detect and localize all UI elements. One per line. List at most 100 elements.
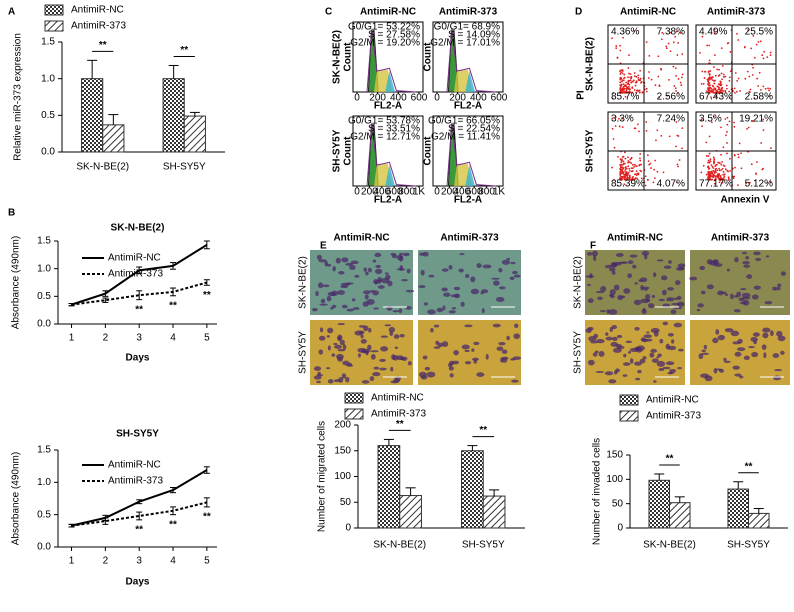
- cell: [697, 303, 704, 308]
- cell: [352, 307, 360, 310]
- cell: [322, 284, 330, 288]
- cell: [332, 266, 336, 272]
- event-dot: [623, 183, 626, 186]
- cell: [313, 375, 322, 380]
- event-dot: [628, 72, 630, 75]
- event-dot: [708, 159, 710, 162]
- event-dot: [718, 68, 720, 71]
- cell: [657, 353, 662, 357]
- chart-title: SK-N-BE(2): [111, 223, 165, 234]
- event-dot: [619, 163, 621, 166]
- cell: [513, 333, 521, 340]
- event-dot: [635, 91, 637, 94]
- event-dot: [628, 169, 631, 172]
- event-dot: [645, 87, 648, 90]
- event-dot: [620, 91, 623, 94]
- cell: [639, 358, 646, 364]
- cell: [362, 290, 371, 295]
- cell: [641, 250, 650, 256]
- cell: [627, 350, 632, 354]
- event-dot: [770, 147, 772, 150]
- cell: [699, 265, 706, 271]
- cell: [615, 252, 624, 257]
- cell: [623, 288, 631, 294]
- row-label: SH-SY5Y: [585, 129, 596, 172]
- cell: [354, 330, 363, 336]
- event-dot: [758, 71, 761, 74]
- event-dot: [640, 177, 643, 180]
- event-dot: [626, 91, 629, 94]
- x-tick-label: SK-N-BE(2): [643, 540, 696, 551]
- event-dot: [713, 82, 716, 85]
- event-dot: [737, 156, 740, 159]
- y-tick-label: 1.5: [41, 37, 55, 48]
- cell: [653, 380, 657, 383]
- event-dot: [633, 72, 636, 74]
- cell-cycle-stat: G0/G1= 53.22%: [348, 22, 420, 33]
- cell: [419, 252, 425, 256]
- cell: [733, 309, 741, 313]
- event-dot: [628, 115, 631, 117]
- significance-label: **: [745, 461, 753, 472]
- cell: [704, 375, 713, 382]
- x-axis-label: Days: [126, 577, 150, 588]
- event-dot: [769, 54, 772, 57]
- cell: [587, 298, 594, 304]
- quadrant-percent: 19.21%: [739, 114, 773, 125]
- cell: [436, 307, 444, 313]
- event-dot: [627, 85, 630, 88]
- event-dot: [660, 134, 663, 137]
- event-dot: [737, 77, 740, 80]
- panel-label: F: [590, 241, 596, 252]
- event-dot: [702, 164, 705, 167]
- event-dot: [622, 172, 625, 175]
- x-tick-label: 5: [204, 556, 210, 567]
- bar: [461, 450, 484, 529]
- y-tick-label: 100: [606, 474, 623, 485]
- cell-cycle-stat: G2/M = 12.71%: [350, 132, 420, 143]
- cell: [717, 334, 726, 341]
- event-dot: [707, 175, 710, 178]
- cell: [472, 357, 479, 361]
- cell: [629, 254, 638, 258]
- cell: [365, 271, 369, 276]
- cell: [392, 310, 400, 313]
- event-dot: [746, 70, 749, 73]
- event-dot: [622, 83, 625, 86]
- event-dot: [611, 166, 613, 169]
- cell: [422, 251, 429, 257]
- event-dot: [634, 127, 637, 130]
- y-axis-label: Relative miR-373 expression: [13, 33, 24, 161]
- event-dot: [732, 175, 735, 178]
- event-dot: [713, 66, 715, 68]
- event-dot: [680, 84, 683, 86]
- event-dot: [726, 123, 729, 126]
- event-dot: [713, 182, 716, 185]
- event-dot: [766, 181, 769, 184]
- legend-label: AntimiR-NC: [108, 253, 161, 264]
- event-dot: [627, 67, 630, 69]
- event-dot: [630, 81, 633, 84]
- cell: [418, 285, 426, 289]
- quadrant-percent: 85.7%: [611, 92, 639, 103]
- significance-label: **: [135, 524, 143, 535]
- event-dot: [726, 116, 729, 119]
- cell: [747, 346, 756, 349]
- cell: [501, 259, 511, 265]
- cell: [317, 282, 324, 289]
- event-dot: [702, 82, 705, 85]
- cell: [403, 252, 410, 257]
- x-tick-label: 200: [449, 93, 466, 104]
- cell: [390, 366, 394, 372]
- cell: [671, 302, 680, 306]
- cell: [498, 267, 503, 273]
- event-dot: [639, 169, 642, 172]
- cell: [698, 353, 704, 360]
- cell: [650, 348, 658, 353]
- cell: [743, 355, 750, 360]
- y-tick-label: 0: [345, 523, 351, 534]
- legend-label: AntimiR-NC: [646, 395, 699, 406]
- cell: [337, 290, 345, 295]
- cell: [501, 356, 509, 360]
- event-dot: [718, 74, 721, 76]
